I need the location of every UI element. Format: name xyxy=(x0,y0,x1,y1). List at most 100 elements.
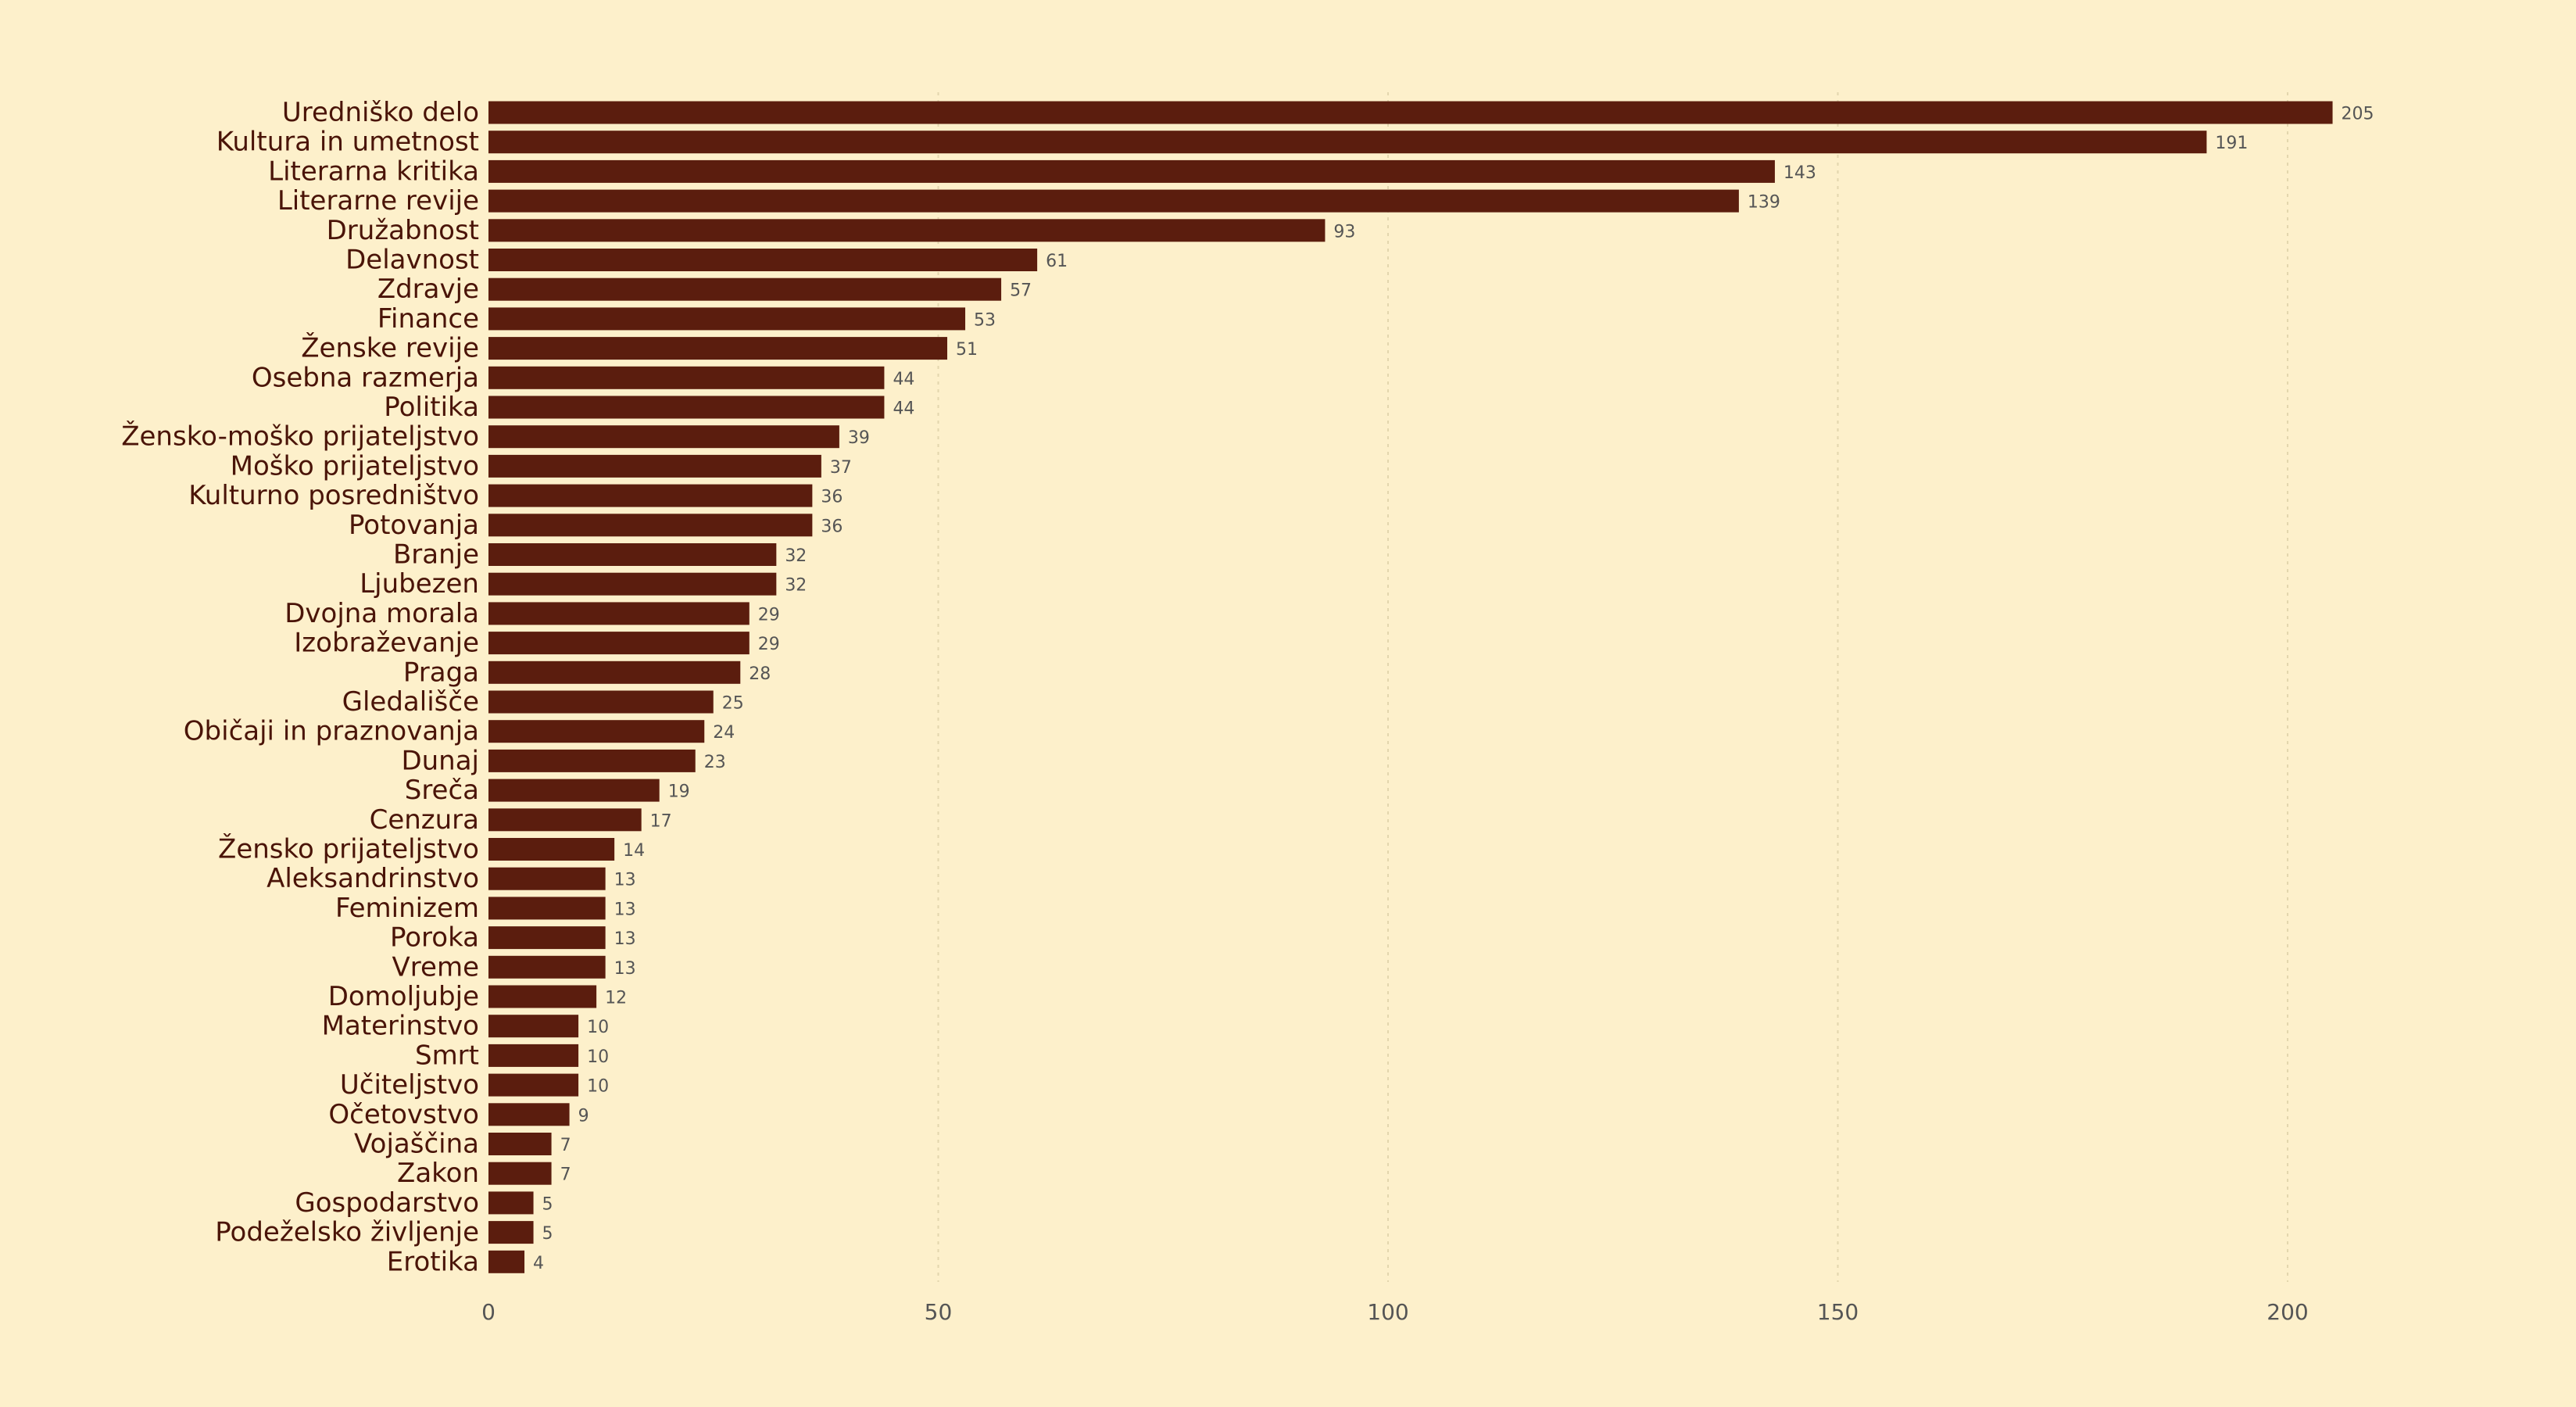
category-label: Literarna kritika xyxy=(268,156,479,187)
category-label: Erotika xyxy=(387,1246,479,1277)
value-label: 5 xyxy=(542,1194,553,1214)
bar xyxy=(488,307,966,331)
value-label: 32 xyxy=(785,546,807,566)
category-label: Zakon xyxy=(397,1158,479,1189)
bar xyxy=(488,396,885,419)
bar xyxy=(488,277,1002,301)
category-label: Uredniško delo xyxy=(282,97,479,128)
value-label: 29 xyxy=(758,635,780,654)
bar xyxy=(488,101,2333,124)
bar xyxy=(488,1221,534,1244)
category-label: Družabnost xyxy=(327,215,479,246)
x-tick-label: 100 xyxy=(1367,1299,1408,1325)
value-label: 10 xyxy=(587,1018,609,1037)
category-label: Praga xyxy=(403,657,479,688)
bar xyxy=(488,219,1326,242)
value-label: 17 xyxy=(650,811,672,831)
category-label: Zdravje xyxy=(377,274,479,305)
category-label: Očetovstvo xyxy=(328,1099,479,1130)
bar xyxy=(488,1103,570,1126)
category-label: Politika xyxy=(384,392,479,423)
x-axis-ticks: 0 50 100 150 200 xyxy=(481,1299,2309,1325)
bar xyxy=(488,1162,552,1185)
category-label: Literarne revije xyxy=(277,185,479,217)
bar xyxy=(488,1250,525,1273)
bar xyxy=(488,985,597,1008)
bar xyxy=(488,543,777,566)
category-label: Običaji in praznovanja xyxy=(184,716,479,747)
category-label: Aleksandrinstvo xyxy=(267,863,479,894)
value-label: 205 xyxy=(2342,105,2374,124)
value-label: 13 xyxy=(614,900,636,919)
category-label: Poroka xyxy=(390,922,479,954)
category-label: Ženske revije xyxy=(301,332,479,364)
bar xyxy=(488,1015,579,1038)
bar xyxy=(488,926,606,950)
bar xyxy=(488,955,606,979)
category-label: Cenzura xyxy=(370,804,479,836)
value-label: 37 xyxy=(830,458,852,478)
value-label: 36 xyxy=(821,488,843,507)
value-label: 5 xyxy=(542,1224,553,1244)
category-label: Osebna razmerja xyxy=(252,362,479,393)
bar xyxy=(488,1191,534,1215)
category-label: Materinstvo xyxy=(322,1011,479,1042)
value-label: 10 xyxy=(587,1047,609,1067)
category-label: Smrt xyxy=(415,1040,479,1071)
bar xyxy=(488,484,813,507)
value-label: 28 xyxy=(749,664,771,684)
category-label: Moško prijateljstvo xyxy=(231,450,479,482)
bar xyxy=(488,779,660,802)
bar xyxy=(488,249,1038,271)
value-label: 44 xyxy=(893,370,914,389)
value-label: 7 xyxy=(560,1136,571,1155)
bar xyxy=(488,690,714,714)
value-label: 25 xyxy=(722,694,744,714)
value-label: 143 xyxy=(1784,163,1816,183)
category-label: Sreča xyxy=(405,775,479,806)
value-label: 14 xyxy=(623,841,645,861)
bar xyxy=(488,189,1739,213)
bar xyxy=(488,454,821,478)
bar xyxy=(488,808,642,832)
category-label: Gospodarstvo xyxy=(295,1187,479,1219)
category-label: Podeželsko življenje xyxy=(215,1217,479,1248)
category-label: Učiteljstvo xyxy=(340,1069,479,1101)
category-label: Ljubezen xyxy=(360,568,479,600)
bar xyxy=(488,749,696,772)
bar xyxy=(488,131,2207,154)
value-label: 53 xyxy=(974,310,996,330)
bar xyxy=(488,514,813,537)
category-label: Domoljubje xyxy=(328,981,479,1012)
value-label: 13 xyxy=(614,959,636,979)
bar xyxy=(488,425,839,449)
category-label: Branje xyxy=(393,539,479,571)
bar xyxy=(488,1073,579,1097)
bar xyxy=(488,366,885,389)
value-labels: 2051911431399361575351444439373636323229… xyxy=(533,105,2374,1273)
value-label: 32 xyxy=(785,576,807,596)
value-label: 13 xyxy=(614,929,636,949)
value-label: 9 xyxy=(578,1106,589,1126)
x-tick-label: 200 xyxy=(2267,1299,2308,1325)
bar xyxy=(488,572,777,596)
value-label: 39 xyxy=(848,428,870,448)
value-label: 191 xyxy=(2215,134,2248,153)
bar xyxy=(488,1044,579,1067)
bar xyxy=(488,1133,552,1155)
bar xyxy=(488,602,750,625)
value-label: 139 xyxy=(1748,193,1780,213)
category-label: Delavnost xyxy=(345,245,479,276)
value-label: 19 xyxy=(668,782,690,802)
category-label: Vreme xyxy=(392,951,479,983)
category-label: Žensko-moško prijateljstvo xyxy=(121,421,479,453)
category-label: Gledališče xyxy=(342,686,479,718)
value-label: 36 xyxy=(821,517,843,536)
value-label: 61 xyxy=(1046,252,1068,271)
bars xyxy=(488,101,2333,1273)
category-label: Feminizem xyxy=(335,893,479,924)
category-label: Dunaj xyxy=(401,745,479,776)
value-label: 93 xyxy=(1333,222,1355,242)
